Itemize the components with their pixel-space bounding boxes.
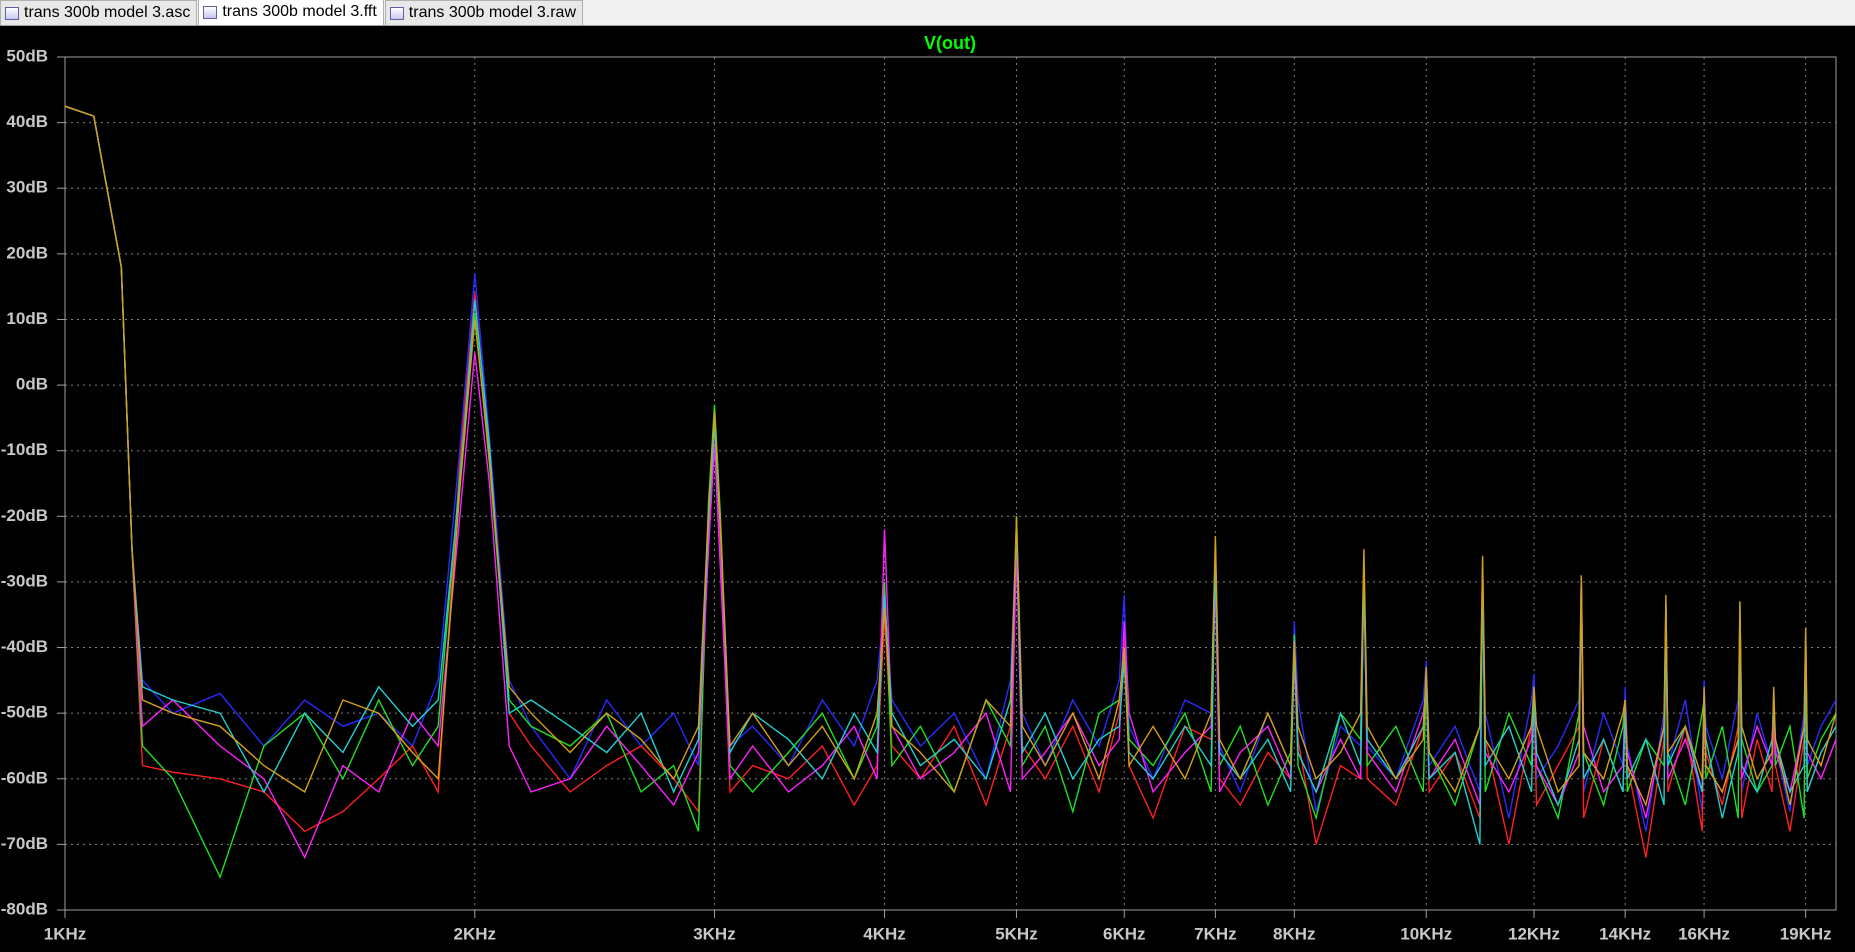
x-tick-label: 10KHz (1400, 924, 1452, 943)
tab[interactable]: trans 300b model 3.raw (384, 0, 583, 25)
x-tick-label: 14KHz (1599, 924, 1651, 943)
tab-label[interactable]: trans 300b model 3.asc (24, 4, 191, 21)
chart-background (0, 26, 1855, 952)
y-tick-label: -70dB (1, 834, 48, 853)
tab-bar: trans 300b model 3.asc trans 300b model … (0, 0, 1855, 26)
x-tick-label: 19KHz (1780, 924, 1832, 943)
y-tick-label: -30dB (1, 571, 48, 590)
tab-label[interactable]: trans 300b model 3.raw (408, 4, 576, 21)
x-tick-label: 1KHz (44, 924, 87, 943)
tab-label[interactable]: trans 300b model 3.fft (222, 3, 377, 20)
x-tick-label: 16KHz (1678, 924, 1730, 943)
tab[interactable]: trans 300b model 3.fft (198, 0, 384, 25)
y-tick-label: 30dB (6, 178, 48, 197)
plot-frame (64, 56, 1837, 911)
y-tick-label: -80dB (1, 899, 48, 918)
y-tick-label: 0dB (16, 375, 48, 394)
x-tick-label: 8KHz (1273, 924, 1316, 943)
y-tick-label: -60dB (1, 768, 48, 787)
tab-icon (203, 5, 218, 19)
tab-icon (5, 6, 19, 20)
tab[interactable]: trans 300b model 3.asc (0, 0, 198, 25)
series-line (65, 105, 1836, 808)
chart-title: V(out) (924, 33, 976, 53)
x-tick-label: 2KHz (454, 924, 497, 943)
y-tick-label: -20dB (1, 506, 48, 525)
y-tick-label: 20dB (6, 243, 48, 262)
y-tick-label: 10dB (6, 309, 48, 328)
y-tick-label: -10dB (1, 440, 48, 459)
chart: V(out) 50dB 40dB 30dB 20dB 10dB 0dB -10dB -20dB… (0, 26, 1855, 952)
x-tick-label: 6KHz (1103, 924, 1146, 943)
y-tick-label: 50dB (6, 46, 48, 65)
x-tick-label: 3KHz (693, 924, 736, 943)
x-tick-label: 12KHz (1508, 924, 1560, 943)
series-line (65, 105, 1836, 880)
tab-icon (389, 6, 404, 20)
x-tick-label: 4KHz (863, 924, 906, 943)
x-tick-label: 7KHz (1194, 924, 1237, 943)
y-tick-label: -40dB (1, 637, 48, 656)
y-tick-label: -50dB (1, 703, 48, 722)
x-tick-label: 5KHz (995, 924, 1038, 943)
series-line (65, 105, 1836, 860)
y-tick-label: 40dB (6, 112, 48, 131)
